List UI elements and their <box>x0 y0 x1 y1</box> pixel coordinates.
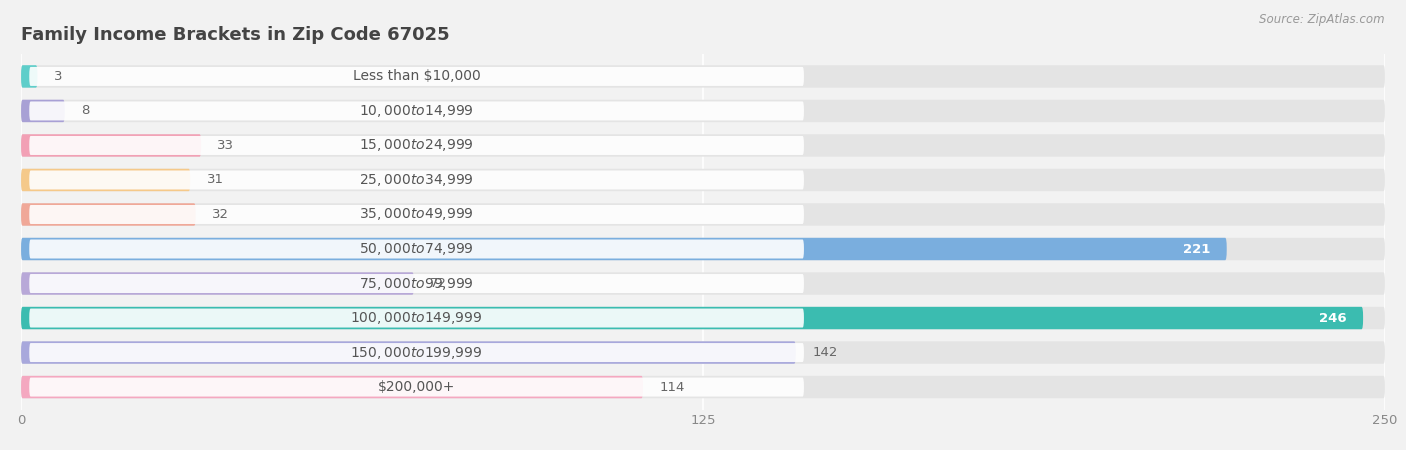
FancyBboxPatch shape <box>21 342 796 364</box>
FancyBboxPatch shape <box>21 134 1385 157</box>
FancyBboxPatch shape <box>21 272 1385 295</box>
FancyBboxPatch shape <box>21 169 190 191</box>
Text: Source: ZipAtlas.com: Source: ZipAtlas.com <box>1260 14 1385 27</box>
Text: $25,000 to $34,999: $25,000 to $34,999 <box>359 172 474 188</box>
FancyBboxPatch shape <box>21 238 1385 260</box>
FancyBboxPatch shape <box>30 309 804 328</box>
FancyBboxPatch shape <box>30 101 804 121</box>
Text: 114: 114 <box>659 381 685 394</box>
FancyBboxPatch shape <box>21 342 1385 364</box>
Text: $150,000 to $199,999: $150,000 to $199,999 <box>350 345 482 360</box>
Text: 3: 3 <box>53 70 62 83</box>
FancyBboxPatch shape <box>21 65 1385 88</box>
FancyBboxPatch shape <box>30 378 804 396</box>
Text: Family Income Brackets in Zip Code 67025: Family Income Brackets in Zip Code 67025 <box>21 26 450 44</box>
FancyBboxPatch shape <box>21 376 1385 398</box>
FancyBboxPatch shape <box>21 169 1385 191</box>
FancyBboxPatch shape <box>21 100 1385 122</box>
FancyBboxPatch shape <box>21 134 201 157</box>
Text: 33: 33 <box>218 139 235 152</box>
FancyBboxPatch shape <box>30 205 804 224</box>
Text: $100,000 to $149,999: $100,000 to $149,999 <box>350 310 482 326</box>
FancyBboxPatch shape <box>21 100 65 122</box>
Text: 221: 221 <box>1182 243 1211 256</box>
Text: 8: 8 <box>82 104 90 117</box>
Text: $50,000 to $74,999: $50,000 to $74,999 <box>359 241 474 257</box>
Text: 31: 31 <box>207 174 224 186</box>
Text: 246: 246 <box>1319 311 1347 324</box>
Text: $10,000 to $14,999: $10,000 to $14,999 <box>359 103 474 119</box>
Text: 72: 72 <box>430 277 447 290</box>
FancyBboxPatch shape <box>30 67 804 86</box>
FancyBboxPatch shape <box>21 376 643 398</box>
FancyBboxPatch shape <box>30 239 804 258</box>
Text: $200,000+: $200,000+ <box>378 380 456 394</box>
FancyBboxPatch shape <box>30 274 804 293</box>
FancyBboxPatch shape <box>21 203 195 226</box>
FancyBboxPatch shape <box>21 272 413 295</box>
Text: Less than $10,000: Less than $10,000 <box>353 69 481 83</box>
FancyBboxPatch shape <box>30 171 804 189</box>
Text: $35,000 to $49,999: $35,000 to $49,999 <box>359 207 474 222</box>
FancyBboxPatch shape <box>21 307 1385 329</box>
FancyBboxPatch shape <box>21 203 1385 226</box>
FancyBboxPatch shape <box>30 343 804 362</box>
FancyBboxPatch shape <box>21 307 1362 329</box>
FancyBboxPatch shape <box>30 136 804 155</box>
FancyBboxPatch shape <box>21 238 1226 260</box>
Text: $15,000 to $24,999: $15,000 to $24,999 <box>359 137 474 153</box>
Text: 142: 142 <box>813 346 838 359</box>
Text: $75,000 to $99,999: $75,000 to $99,999 <box>359 275 474 292</box>
FancyBboxPatch shape <box>21 65 38 88</box>
Text: 32: 32 <box>212 208 229 221</box>
